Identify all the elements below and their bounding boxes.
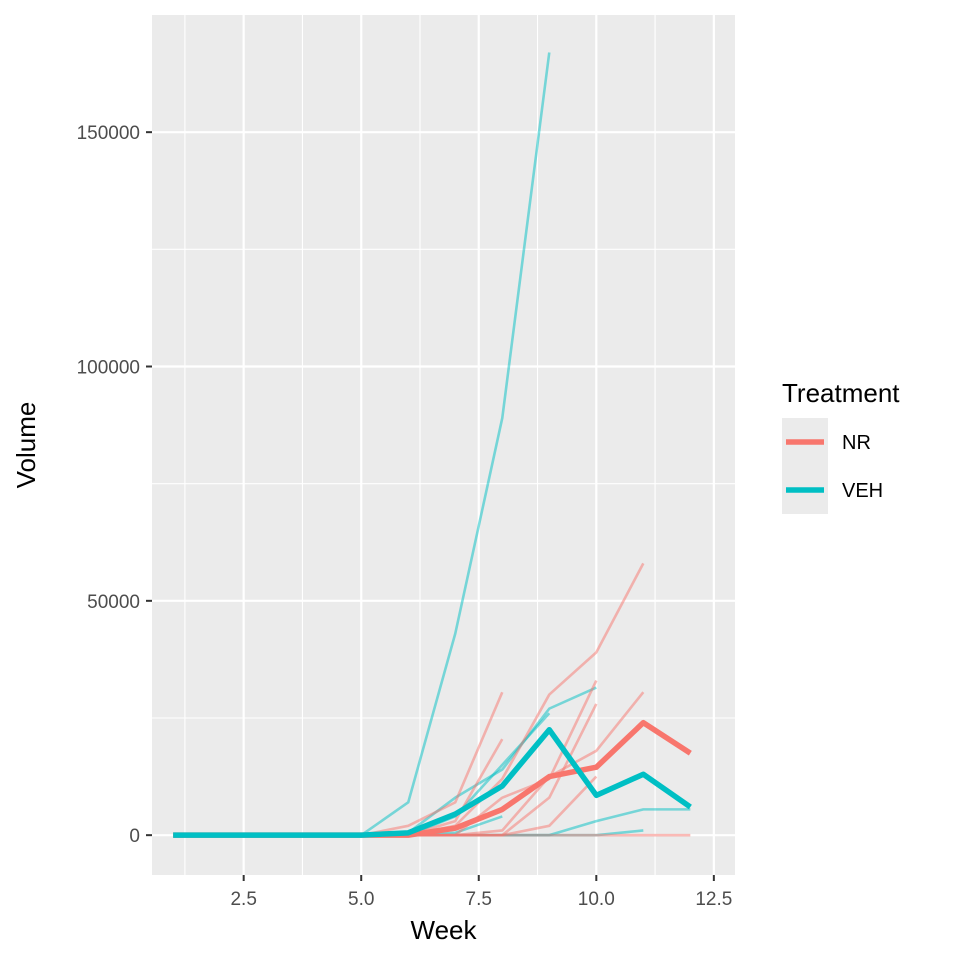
- x-tick-label-2: 7.5: [466, 889, 492, 910]
- x-tick-label-0: 2.5: [230, 889, 256, 910]
- y-tick-label-0: 0: [129, 826, 140, 847]
- legend: Treatment NR VEH: [782, 378, 900, 514]
- y-tick-label-1: 50000: [87, 592, 140, 613]
- legend-entries: NR VEH: [782, 418, 883, 514]
- x-axis-ticks: 2.5 5.0 7.5 10.0 12.5: [230, 875, 732, 910]
- y-tick-label-3: 150000: [77, 123, 140, 144]
- x-axis-title: Week: [411, 915, 478, 945]
- minor-gridlines: [152, 15, 735, 875]
- y-tick-label-2: 100000: [77, 357, 140, 378]
- legend-label-nr: NR: [842, 432, 871, 454]
- x-tick-label-4: 12.5: [695, 889, 732, 910]
- x-tick-label-3: 10.0: [578, 889, 615, 910]
- legend-label-veh: VEH: [842, 480, 883, 502]
- series-line-veh: [173, 726, 692, 838]
- plot-panel: [152, 15, 735, 875]
- legend-title: Treatment: [782, 378, 900, 408]
- summary-series-lines: [173, 719, 692, 838]
- x-tick-label-1: 5.0: [348, 889, 374, 910]
- y-axis-ticks: 0 50000 100000 150000: [77, 123, 152, 847]
- y-axis-title: Volume: [11, 402, 41, 489]
